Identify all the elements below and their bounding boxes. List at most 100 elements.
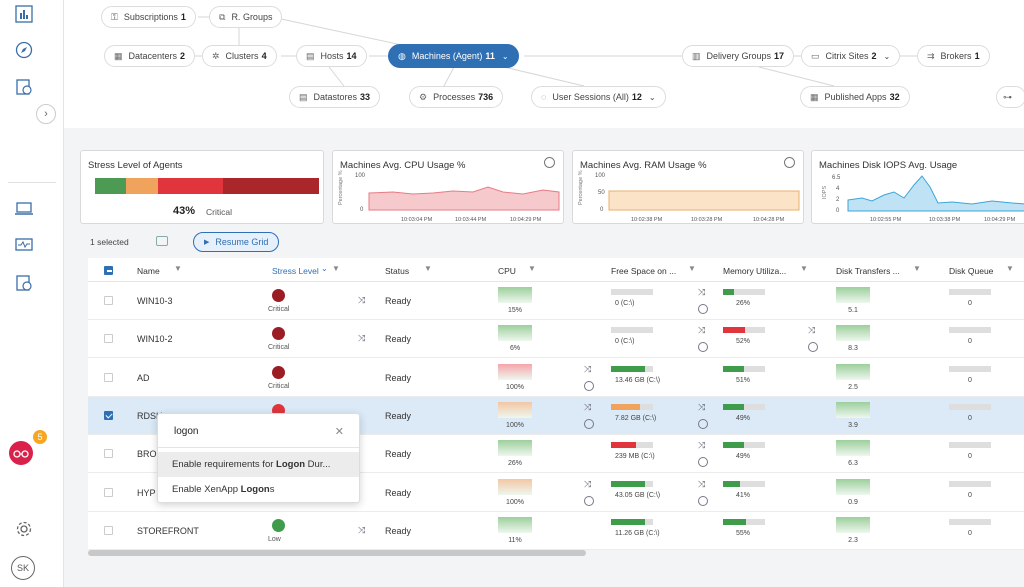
memory-fill: [723, 442, 744, 449]
sidebar-expand-button[interactable]: ›: [36, 104, 56, 124]
filter-icon[interactable]: ▼: [174, 264, 182, 273]
col-status[interactable]: Status: [385, 266, 410, 276]
node-clusters[interactable]: ✲ Clusters 4: [202, 45, 277, 67]
clock-icon[interactable]: [698, 342, 708, 353]
row-checkbox[interactable]: [104, 449, 113, 459]
node-machines-agent[interactable]: ◍ Machines (Agent) 11 ⌄: [388, 44, 519, 68]
suggestion-item[interactable]: Enable XenApp Logons: [158, 477, 359, 502]
clock-icon[interactable]: [544, 157, 555, 168]
card-ram-usage[interactable]: Machines Avg. RAM Usage % Percentage % 1…: [572, 150, 804, 224]
col-memory[interactable]: Memory Utiliza...: [723, 266, 787, 276]
report-clock-icon[interactable]: [12, 75, 36, 99]
node-published-apps[interactable]: ▦ Published Apps 32: [800, 86, 910, 108]
col-disk-transfers[interactable]: Disk Transfers ...: [836, 266, 900, 276]
suggestion-text: s: [269, 484, 275, 495]
table-row[interactable]: HYP Ready 100% ⤨ 43.05 GB (C:\) ⤨ 41% 0.9 0: [88, 474, 1024, 512]
shuffle-icon[interactable]: ⤨: [358, 295, 366, 305]
chevron-down-icon-3[interactable]: ⌄: [648, 92, 656, 102]
col-disk-queue[interactable]: Disk Queue: [949, 266, 994, 276]
shuffle-icon[interactable]: ⤨: [698, 440, 706, 451]
row-checkbox[interactable]: [104, 487, 113, 497]
col-free-space[interactable]: Free Space on ...: [611, 266, 677, 276]
clock-icon[interactable]: [808, 342, 818, 353]
shuffle-icon[interactable]: ⤨: [698, 478, 706, 489]
clock-icon[interactable]: [698, 495, 708, 506]
filter-icon-4[interactable]: ▼: [528, 264, 536, 273]
report-clock-icon-2[interactable]: [12, 271, 36, 295]
filter-icon-2[interactable]: ▼: [332, 264, 340, 273]
laptop-icon[interactable]: [12, 197, 36, 221]
table-row[interactable]: WIN10-3 Critical ⤨ Ready 15% 0 (C:\) ⤨ 26% 5.1 0: [88, 282, 1024, 320]
shuffle-icon[interactable]: ⤨: [698, 287, 706, 297]
gear-icon[interactable]: [12, 517, 36, 541]
shuffle-icon[interactable]: ⤨: [808, 325, 816, 336]
clock-icon-2[interactable]: [784, 157, 795, 168]
row-checkbox[interactable]: [104, 296, 113, 305]
monitor-pulse-icon[interactable]: [12, 234, 36, 258]
table-row[interactable]: AD Critical Ready 100% ⤨ 13.46 GB (C:\) 51% 2.5…: [88, 359, 1024, 397]
node-subscriptions[interactable]: ⚿ Subscriptions 1: [101, 6, 196, 28]
shuffle-icon[interactable]: ⤨: [358, 524, 366, 535]
shuffle-icon[interactable]: ⤨: [584, 478, 592, 489]
clock-icon[interactable]: [698, 418, 708, 429]
bar-chart-icon[interactable]: [12, 2, 36, 26]
chevron-down-icon[interactable]: ⌄: [501, 51, 509, 61]
card-disk-iops[interactable]: Machines Disk IOPS Avg. Usage IOPS 6.5 4…: [811, 150, 1024, 224]
horizontal-scrollbar[interactable]: [88, 550, 586, 556]
filter-icon-6[interactable]: ▼: [800, 264, 808, 273]
card-cpu-usage[interactable]: Machines Avg. CPU Usage % Percentage % 1…: [332, 150, 564, 224]
select-all-checkbox[interactable]: [104, 266, 113, 275]
copy-clock-icon[interactable]: [156, 236, 168, 246]
node-partial-right[interactable]: ⊶: [996, 86, 1024, 108]
free-space-fill: [611, 442, 637, 449]
node-rgroups[interactable]: ⧉ R. Groups: [209, 6, 283, 28]
node-datastores[interactable]: ▤ Datastores 33: [289, 86, 381, 108]
shuffle-icon[interactable]: ⤨: [698, 401, 706, 412]
table-row[interactable]: STOREFRONT Low ⤨ Ready 11% 11.26 GB (C:\) 55% 2…: [88, 512, 1024, 550]
disk-queue-bar: [949, 365, 991, 372]
row-checkbox[interactable]: [104, 410, 113, 420]
col-cpu[interactable]: CPU: [498, 266, 516, 276]
card-stress-level[interactable]: Stress Level of Agents 43% Critical: [80, 150, 324, 224]
clock-icon[interactable]: [584, 495, 594, 506]
compass-icon[interactable]: [12, 38, 36, 62]
shuffle-icon[interactable]: ⤨: [698, 325, 706, 336]
filter-icon-5[interactable]: ▼: [688, 264, 696, 273]
col-name[interactable]: Name: [137, 266, 160, 276]
ram-x-tick-2: 10:04:28 PM: [753, 217, 785, 223]
cell-name: STOREFRONT: [137, 525, 199, 536]
shuffle-icon[interactable]: ⤨: [584, 363, 592, 374]
table-row[interactable]: BRO Ready 26% 239 MB (C:\) ⤨ 49% 6.3 0: [88, 435, 1024, 474]
node-brokers[interactable]: ⇉ Brokers 1: [917, 45, 990, 67]
node-datacenters[interactable]: ▦ Datacenters 2: [104, 45, 196, 67]
filter-icon-7[interactable]: ▼: [913, 264, 921, 273]
shuffle-icon[interactable]: ⤨: [584, 401, 592, 412]
clock-icon[interactable]: [584, 418, 594, 429]
node-user-sessions[interactable]: ◌ User Sessions (All) 12 ⌄: [531, 86, 666, 108]
col-stress-level[interactable]: Stress Level: [272, 266, 319, 276]
chevron-down-icon-2[interactable]: ⌄: [883, 51, 891, 61]
row-checkbox[interactable]: [104, 372, 113, 382]
sort-down-icon[interactable]: ⌄: [321, 264, 328, 273]
search-input[interactable]: logon ✕: [158, 414, 359, 448]
clock-icon[interactable]: [698, 457, 708, 468]
row-checkbox[interactable]: [104, 525, 113, 535]
disk-queue-value: 0: [968, 376, 972, 384]
shuffle-icon[interactable]: ⤨: [358, 333, 366, 344]
node-hosts[interactable]: ▤ Hosts 14: [296, 45, 367, 67]
card-ram-title: Machines Avg. RAM Usage %: [580, 160, 707, 171]
clock-icon[interactable]: [698, 304, 708, 314]
filter-icon-8[interactable]: ▼: [1006, 264, 1014, 273]
resume-grid-button[interactable]: ▶ Resume Grid: [193, 232, 280, 252]
user-avatar[interactable]: SK: [11, 556, 35, 580]
alerts-glasses-icon[interactable]: [9, 441, 33, 465]
node-delivery-groups[interactable]: ▥ Delivery Groups 17: [682, 45, 795, 67]
table-row[interactable]: WIN10-2 Critical ⤨ Ready 6% 0 (C:\) ⤨ 52% ⤨ 8.3 0: [88, 320, 1024, 359]
node-processes[interactable]: ⚙ Processes 736: [409, 86, 504, 108]
row-checkbox[interactable]: [104, 334, 113, 344]
node-citrix-sites[interactable]: ▭ Citrix Sites 2 ⌄: [801, 45, 901, 67]
close-icon[interactable]: ✕: [334, 426, 344, 438]
filter-icon-3[interactable]: ▼: [424, 264, 432, 273]
clock-icon[interactable]: [584, 380, 594, 391]
suggestion-item[interactable]: Enable requirements for Logon Dur...: [158, 452, 359, 477]
